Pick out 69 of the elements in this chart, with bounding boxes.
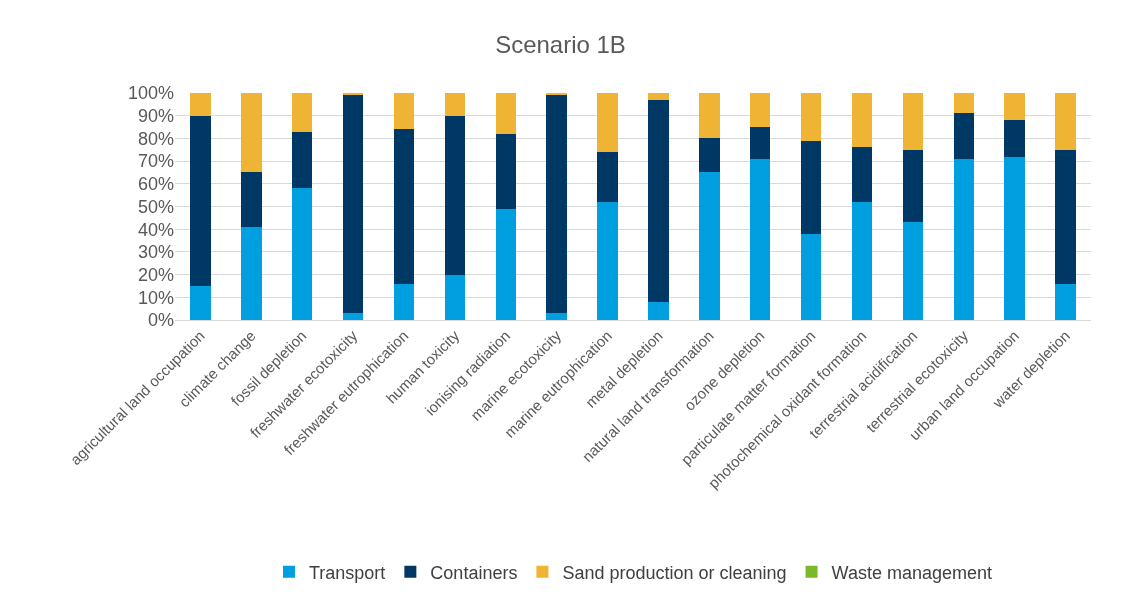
bar: [342, 95, 364, 314]
bar: [699, 93, 720, 139]
legend-label: Waste management: [831, 562, 992, 583]
bar: [1004, 120, 1025, 157]
bar: [444, 93, 466, 116]
bar: [241, 226, 262, 320]
bar: [648, 99, 669, 302]
bar: [1004, 93, 1025, 121]
y-tick-label: 100%: [127, 83, 174, 104]
bar: [800, 233, 822, 320]
bar: [851, 93, 873, 148]
bar: [342, 313, 364, 320]
y-tick-label: 0%: [147, 310, 174, 331]
bar: [800, 140, 822, 234]
bar: [648, 93, 669, 100]
bar: [495, 133, 516, 209]
legend-label: Containers: [430, 562, 518, 583]
y-tick-label: 20%: [137, 264, 174, 285]
bar: [1055, 93, 1076, 150]
y-tick-label: 90%: [137, 106, 174, 126]
bar: [190, 93, 211, 116]
y-tick-label: 40%: [137, 219, 174, 240]
y-tick-label: 10%: [137, 287, 174, 308]
y-tick-label: 30%: [137, 242, 174, 263]
bar: [241, 93, 262, 173]
bar: [851, 147, 873, 202]
y-tick-label: 70%: [137, 151, 174, 172]
bar: [902, 222, 924, 320]
y-tick-label: 60%: [137, 174, 174, 195]
legend-label: Sand production or cleaning: [562, 562, 787, 583]
y-tick-label: 50%: [137, 196, 174, 217]
bar: [750, 158, 771, 320]
bar: [699, 172, 720, 320]
bar: [648, 301, 669, 320]
bar: [393, 129, 415, 284]
bar: [292, 188, 313, 320]
bar: [546, 313, 567, 320]
bar: [800, 93, 822, 141]
bar: [699, 138, 720, 173]
bar: [444, 115, 466, 275]
bar: [597, 152, 618, 202]
bar: [495, 208, 516, 320]
bar: [444, 274, 466, 320]
bar: [902, 149, 924, 223]
bar: [953, 113, 974, 159]
bar: [292, 93, 313, 132]
bar: [1004, 156, 1025, 320]
bar: [1055, 283, 1076, 320]
y-tick-label: 80%: [137, 128, 174, 149]
bar: [750, 127, 771, 159]
bar: [292, 131, 313, 189]
chart-title: Scenario 1B: [495, 31, 626, 59]
bar: [546, 95, 567, 314]
bar: [190, 115, 211, 286]
bar: [241, 172, 262, 227]
bar: [190, 285, 211, 320]
bar: [1055, 149, 1076, 284]
bar: [393, 93, 415, 130]
bar: [750, 93, 771, 128]
bar: [902, 93, 924, 150]
bar: [546, 93, 567, 96]
legend-label: Transport: [309, 562, 386, 583]
bar: [597, 201, 618, 320]
bar: [393, 283, 415, 320]
bar: [851, 201, 873, 320]
bar: [597, 93, 618, 153]
bar: [495, 93, 516, 134]
bar: [953, 93, 974, 114]
bar: [953, 158, 974, 320]
